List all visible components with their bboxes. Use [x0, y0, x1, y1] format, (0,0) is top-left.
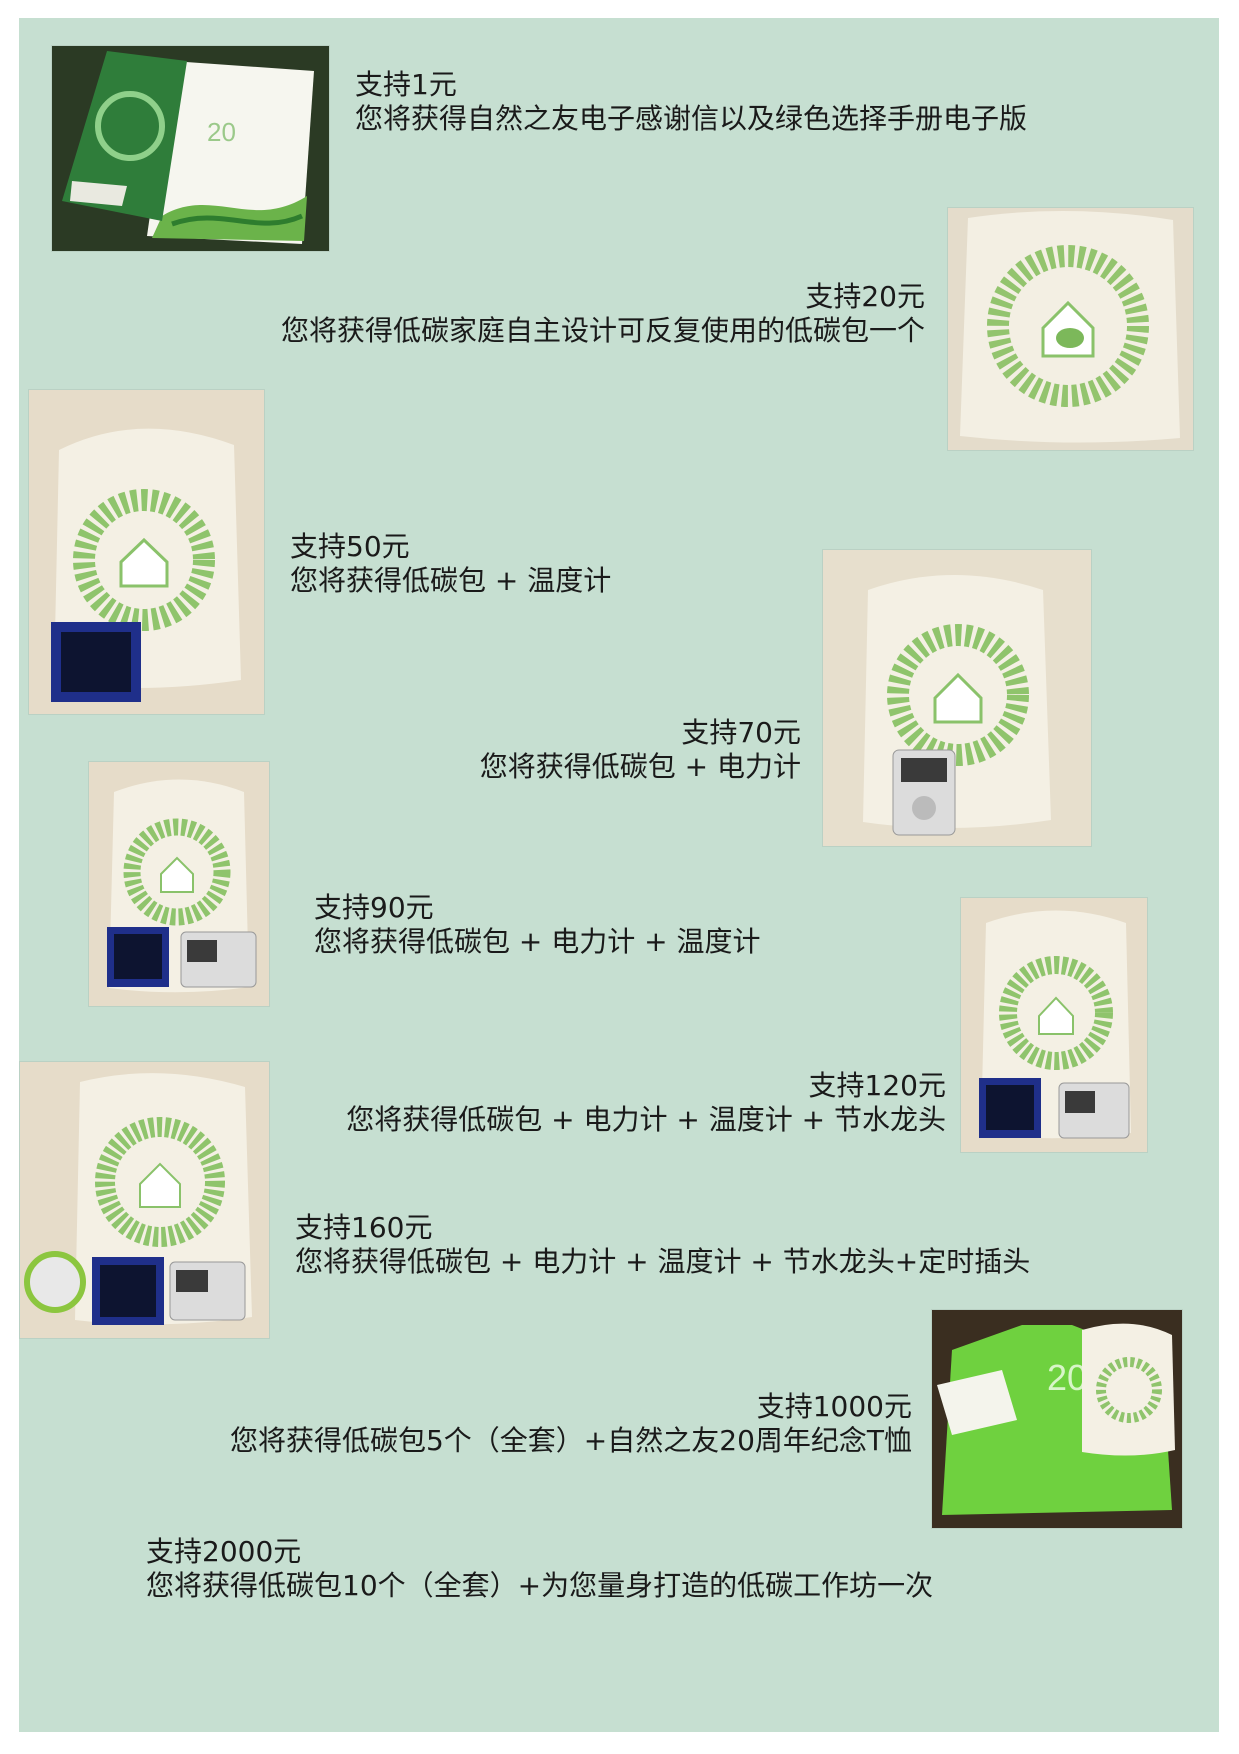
bag-meters-faucet-timer-plug-photo	[20, 1062, 269, 1338]
bag-with-power-meter-photo	[823, 550, 1091, 846]
tier-160: 支持160元 您将获得低碳包 + 电力计 + 温度计 + 节水龙头+定时插头	[295, 1211, 1030, 1279]
tier-reward: 您将获得自然之友电子感谢信以及绿色选择手册电子版	[355, 102, 1028, 135]
tier-amount: 支持90元	[314, 891, 434, 924]
handbook-badge: 20	[207, 117, 236, 147]
tier-70: 支持70元 您将获得低碳包 + 电力计	[466, 716, 801, 784]
tier-1: 支持1元 您将获得自然之友电子感谢信以及绿色选择手册电子版	[355, 68, 1027, 136]
bag-with-thermometer-photo	[29, 390, 264, 714]
tshirt-bag-handbook-photo: 20	[932, 1310, 1182, 1528]
bag-meters-faucet-photo	[961, 898, 1147, 1152]
tier-reward: 您将获得低碳包5个（全套）+自然之友20周年纪念T恤	[229, 1424, 912, 1457]
tier-amount: 支持20元	[805, 280, 925, 313]
tier-amount: 支持50元	[290, 530, 410, 563]
tier-reward: 您将获得低碳包 + 温度计	[290, 564, 612, 597]
tier-120: 支持120元 您将获得低碳包 + 电力计 + 温度计 + 节水龙头	[326, 1069, 946, 1137]
tshirt-badge: 20	[1047, 1357, 1087, 1398]
tier-2000: 支持2000元 您将获得低碳包10个（全套）+为您量身打造的低碳工作坊一次	[146, 1535, 933, 1603]
tier-reward: 您将获得低碳家庭自主设计可反复使用的低碳包一个	[280, 314, 925, 347]
tier-reward: 您将获得低碳包 + 电力计 + 温度计 + 节水龙头+定时插头	[295, 1245, 1031, 1278]
tier-amount: 支持160元	[295, 1211, 433, 1244]
low-carbon-bag-photo	[948, 208, 1193, 450]
tier-reward: 您将获得低碳包 + 电力计 + 温度计	[314, 925, 761, 958]
tier-reward: 您将获得低碳包 + 电力计 + 温度计 + 节水龙头	[346, 1103, 946, 1136]
page-panel: 20 支持1元 您将获得自然之友电子感谢信以及绿色选择手册电子版 支持20元 您…	[19, 18, 1219, 1732]
tier-20: 支持20元 您将获得低碳家庭自主设计可反复使用的低碳包一个	[253, 280, 925, 348]
tier-amount: 支持1000元	[756, 1390, 912, 1423]
green-choice-handbook-photo: 20	[52, 46, 329, 251]
tier-amount: 支持1元	[355, 68, 457, 101]
tier-reward: 您将获得低碳包 + 电力计	[479, 750, 801, 783]
tier-reward: 您将获得低碳包10个（全套）+为您量身打造的低碳工作坊一次	[146, 1569, 934, 1602]
tier-amount: 支持2000元	[146, 1535, 302, 1568]
tier-90: 支持90元 您将获得低碳包 + 电力计 + 温度计	[314, 891, 761, 959]
tier-amount: 支持70元	[681, 716, 801, 749]
tier-amount: 支持120元	[808, 1069, 946, 1102]
tier-50: 支持50元 您将获得低碳包 + 温度计	[290, 530, 611, 598]
bag-thermometer-power-meter-photo	[89, 762, 269, 1006]
tier-1000: 支持1000元 您将获得低碳包5个（全套）+自然之友20周年纪念T恤	[210, 1390, 912, 1458]
